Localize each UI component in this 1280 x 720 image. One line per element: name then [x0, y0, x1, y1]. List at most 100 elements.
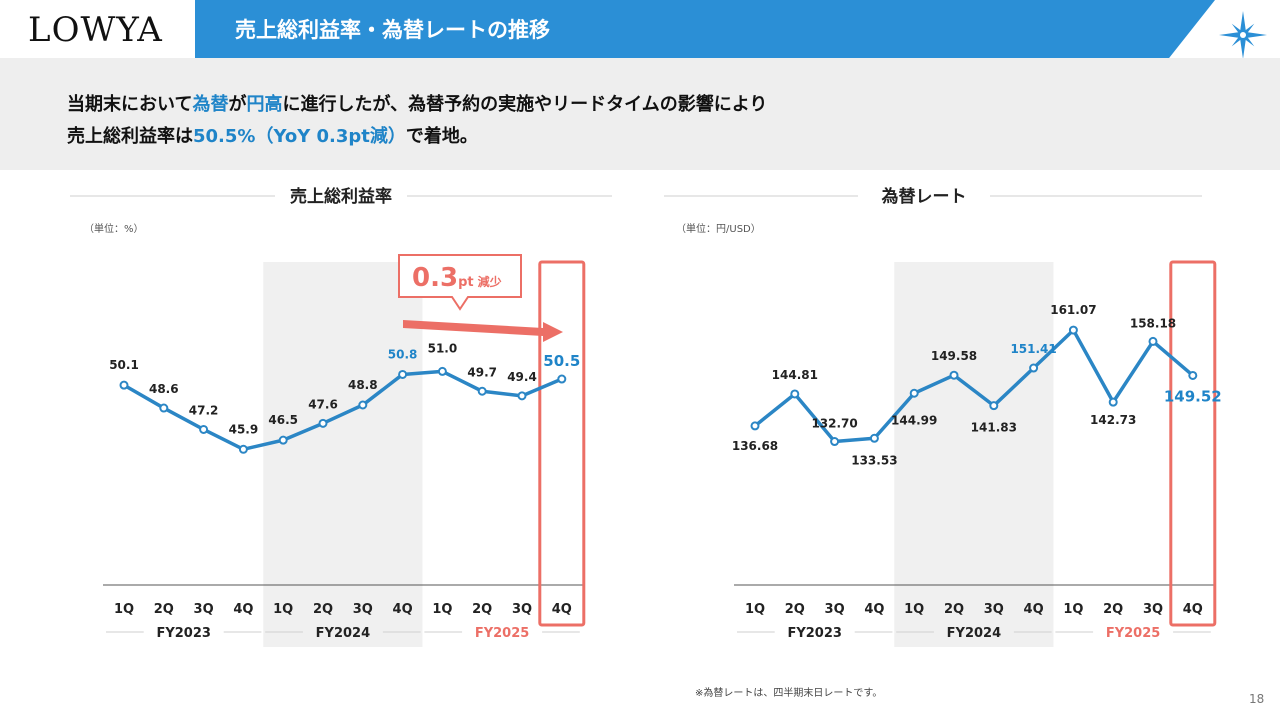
summary-line-1-segment: が: [228, 94, 247, 115]
company-logo: LOWYA: [28, 10, 163, 50]
x-tick-label: 4Q: [233, 602, 253, 617]
callout-value: 0.3: [412, 263, 458, 293]
x-tick-label: 1Q: [273, 602, 293, 617]
chart-title: 為替レート: [882, 186, 967, 207]
data-label: 49.4: [507, 370, 537, 384]
x-tick-label: 1Q: [432, 602, 452, 617]
x-tick-label: 1Q: [1063, 602, 1083, 617]
x-tick-label: 3Q: [1143, 602, 1163, 617]
x-tick-label: 1Q: [904, 602, 924, 617]
x-tick-label: 3Q: [984, 602, 1004, 617]
data-point: [790, 389, 800, 399]
data-point: [1148, 336, 1158, 346]
summary-panel: [0, 58, 1280, 170]
x-tick-label: 3Q: [194, 602, 214, 617]
x-tick-label: 4Q: [1183, 602, 1203, 617]
data-label: 149.52: [1164, 387, 1222, 405]
fx-rate-chart: 為替レート （単位：円/USD） 1Q 2Q 3Q 4Q 1Q 2Q 3Q 4Q 1Q 2Q 3Q 4Q F…: [664, 186, 1222, 647]
fiscal-year-label: FY2025: [1106, 626, 1160, 641]
series-line: [753, 328, 1194, 444]
data-point: [238, 444, 248, 454]
fy2024-shade: [263, 262, 423, 647]
summary-line-2-segment: 50.5%（YoY 0.3pt減）: [193, 126, 406, 147]
x-tick-label: 4Q: [1024, 602, 1044, 617]
data-point: [909, 388, 919, 398]
page-title: 売上総利益率・為替レートの推移: [235, 18, 550, 42]
data-point: [869, 433, 879, 443]
x-tick-label: 2Q: [944, 602, 964, 617]
summary-line-2: 売上総利益率は50.5%（YoY 0.3pt減）で着地。: [67, 122, 478, 148]
x-tick-label: 1Q: [114, 602, 134, 617]
callout-text: 0.3pt 減少: [412, 263, 502, 293]
summary-line-1: 当期末において為替が円高に進行したが、為替予約の実施やリードタイムの影響により: [67, 90, 767, 116]
data-point: [750, 421, 760, 431]
x-tick-label: 2Q: [313, 602, 333, 617]
data-label: 50.8: [388, 347, 418, 361]
callout-label: 減少: [478, 274, 502, 289]
summary-line-1-segment: に進行したが、為替予約の実施やリードタイムの影響により: [282, 94, 768, 115]
data-point: [1188, 370, 1198, 380]
data-label: 47.6: [308, 397, 338, 411]
fiscal-year-label: FY2023: [156, 626, 210, 641]
compass-star-icon: [1219, 11, 1267, 59]
data-label: 45.9: [229, 422, 259, 436]
x-tick-label: 3Q: [512, 602, 532, 617]
fiscal-year-label: FY2024: [316, 626, 370, 641]
gross-margin-chart: 売上総利益率 （単位：%） 1Q 2Q 3Q 4Q 1Q 2Q 3Q 4Q 1Q 2Q 3Q 4Q FY20…: [70, 186, 612, 647]
data-point: [557, 374, 567, 384]
data-point: [159, 403, 169, 413]
data-label: 49.7: [467, 365, 497, 379]
chart-title: 売上総利益率: [290, 186, 392, 207]
footnote: ※為替レートは、四半期末日レートです。: [695, 688, 883, 699]
data-label: 142.73: [1090, 413, 1136, 427]
data-point: [278, 435, 288, 445]
x-tick-label: 1Q: [745, 602, 765, 617]
x-tick-label: 2Q: [1103, 602, 1123, 617]
data-label: 136.68: [732, 439, 778, 453]
data-label: 161.07: [1050, 303, 1096, 317]
trend-arrow: [403, 320, 563, 342]
fy2024-shade: [894, 262, 1054, 647]
series-line: [123, 369, 563, 452]
x-tick-label: 3Q: [353, 602, 373, 617]
data-point: [830, 437, 840, 447]
callout-box: [398, 254, 522, 311]
data-point: [477, 386, 487, 396]
data-point: [1068, 325, 1078, 335]
data-label: 50.1: [109, 358, 139, 372]
data-point: [989, 401, 999, 411]
fiscal-year-label: FY2023: [787, 626, 841, 641]
unit-label: （単位：%）: [84, 222, 144, 235]
title-banner: [195, 0, 1215, 58]
summary-line-1-segment: 円高: [246, 94, 283, 115]
summary-line-2-segment: 売上総利益率は: [67, 126, 193, 147]
x-tick-label: 2Q: [154, 602, 174, 617]
data-label: 144.99: [891, 413, 937, 427]
data-point: [358, 400, 368, 410]
x-tick-label: 4Q: [552, 602, 572, 617]
callout-unit: pt: [458, 275, 474, 290]
data-label: 141.83: [971, 421, 1017, 435]
data-label: 48.6: [149, 382, 179, 396]
page-number: 18: [1249, 692, 1265, 706]
summary-line-1-segment: 為替: [192, 94, 229, 115]
x-tick-label: 4Q: [864, 602, 884, 617]
x-tick-label: 2Q: [472, 602, 492, 617]
fiscal-year-label: FY2025: [475, 626, 529, 641]
summary-line-1-segment: 当期末において: [67, 94, 193, 115]
x-tick-label: 2Q: [785, 602, 805, 617]
data-point: [437, 366, 447, 376]
data-label: 158.18: [1130, 316, 1176, 330]
data-point: [199, 424, 209, 434]
data-label: 46.5: [268, 413, 298, 427]
data-point: [398, 369, 408, 379]
data-label: 149.58: [931, 349, 977, 363]
data-label: 133.53: [851, 453, 897, 467]
current-quarter-highlight-box: [538, 260, 586, 627]
data-point: [318, 418, 328, 428]
unit-label: （単位：円/USD）: [676, 222, 761, 235]
summary-line-2-segment: で着地。: [405, 126, 478, 147]
data-label: 144.81: [772, 368, 818, 382]
data-label: 47.2: [189, 403, 219, 417]
data-label: 151.41: [1010, 342, 1056, 356]
